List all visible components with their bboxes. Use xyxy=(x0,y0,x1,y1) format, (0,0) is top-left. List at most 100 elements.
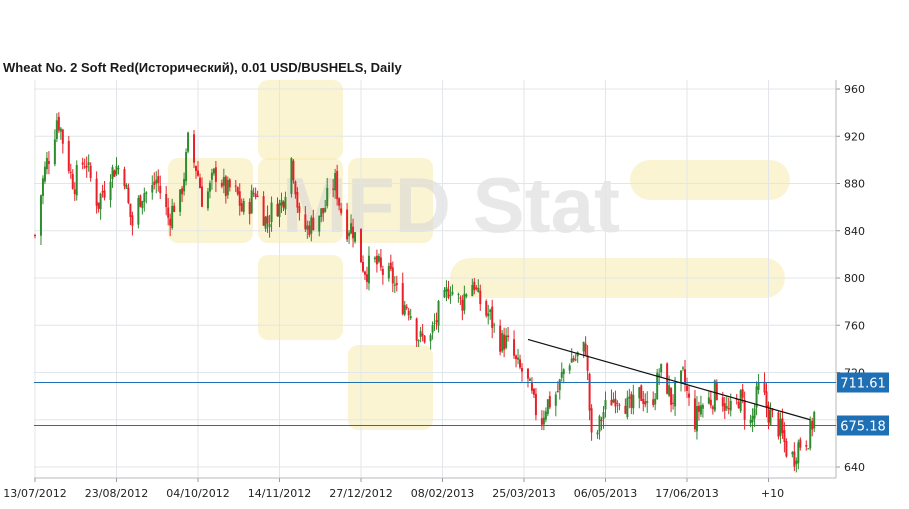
candle-body xyxy=(101,191,104,193)
candle-body xyxy=(769,410,772,425)
candle-body xyxy=(515,355,518,360)
candle-body xyxy=(687,393,690,398)
candle-body xyxy=(419,331,422,338)
candle-body xyxy=(477,288,480,292)
candle-body xyxy=(367,255,370,284)
candle-body xyxy=(238,191,241,206)
candle-body xyxy=(489,309,492,313)
candle-body xyxy=(598,416,601,432)
candle-body xyxy=(521,368,524,372)
candle-body xyxy=(95,178,98,206)
candle-body xyxy=(379,257,382,268)
candle-body xyxy=(568,365,571,371)
x-tick-label: 17/06/2013 xyxy=(655,487,718,500)
y-tick-label: 760 xyxy=(844,319,865,332)
candle-body xyxy=(503,334,506,350)
watermark-bar xyxy=(630,160,790,200)
candle-body xyxy=(642,399,645,404)
candle-body xyxy=(668,385,671,396)
candle-body xyxy=(753,408,756,419)
x-tick-label: +10 xyxy=(761,487,784,500)
candle-body xyxy=(338,198,341,206)
candle-body xyxy=(266,215,269,224)
candle-body xyxy=(461,299,464,311)
candle-body xyxy=(618,404,621,406)
candle-body xyxy=(435,320,438,323)
candle-body xyxy=(193,134,196,163)
candle-body xyxy=(530,382,533,391)
candle-body xyxy=(373,257,376,260)
candle-body xyxy=(805,445,808,447)
candle-body xyxy=(375,255,378,265)
x-tick-label: 25/03/2013 xyxy=(492,487,555,500)
candle-body xyxy=(471,284,474,297)
watermark-block xyxy=(258,80,343,160)
candle-body xyxy=(282,201,285,208)
candle-body xyxy=(526,368,529,379)
watermark: MFD Stat xyxy=(168,80,790,430)
candle-body xyxy=(145,192,148,194)
candle-body xyxy=(729,400,732,411)
candle-body xyxy=(695,406,698,432)
candle-body xyxy=(783,430,786,443)
candle-body xyxy=(795,460,798,465)
candle-body xyxy=(548,396,551,408)
candle-body xyxy=(310,217,313,234)
candle-body xyxy=(137,198,140,225)
candle-body xyxy=(73,189,76,195)
candle-body xyxy=(721,397,724,407)
candle-body xyxy=(415,318,418,341)
candle-body xyxy=(574,359,577,361)
candle-body xyxy=(528,378,531,381)
candle-body xyxy=(715,382,718,400)
candle-body xyxy=(292,160,295,181)
level-label-box xyxy=(837,415,889,436)
candle-body xyxy=(493,324,496,326)
candle-body xyxy=(208,182,211,192)
candle-body xyxy=(799,439,802,448)
candle-body xyxy=(352,226,355,239)
gridlines xyxy=(34,80,836,478)
candle-body xyxy=(674,382,677,407)
candle-body xyxy=(707,397,710,404)
candle-body xyxy=(117,168,120,170)
candle-body xyxy=(113,170,116,177)
x-tick-label: 23/08/2012 xyxy=(85,487,148,500)
candle-body xyxy=(652,399,655,405)
candle-body xyxy=(393,284,396,286)
candle-body xyxy=(791,452,794,455)
candle-body xyxy=(127,187,130,203)
candle-body xyxy=(304,214,307,230)
candle-body xyxy=(765,391,768,408)
candle-body xyxy=(534,393,537,416)
candle-body xyxy=(409,316,412,319)
candle-body xyxy=(395,283,398,286)
candle-body xyxy=(171,205,174,229)
candle-body xyxy=(55,120,58,140)
candle-body xyxy=(699,405,702,415)
candle-body xyxy=(473,281,476,291)
candle-body xyxy=(224,176,227,197)
candle-body xyxy=(185,152,188,182)
candle-body xyxy=(57,116,60,131)
candle-body xyxy=(167,207,170,218)
y-tick-label: 920 xyxy=(844,130,865,143)
candle-body xyxy=(115,166,118,175)
candle-body xyxy=(187,132,190,152)
candle-body xyxy=(401,283,404,315)
candle-body xyxy=(532,388,535,395)
candle-body xyxy=(389,262,392,269)
candle-body xyxy=(693,398,696,430)
candle-body xyxy=(610,399,613,406)
candle-body xyxy=(324,208,327,212)
candle-body xyxy=(407,310,410,316)
candle-body xyxy=(725,406,728,409)
candle-body xyxy=(423,335,426,343)
trendline xyxy=(527,338,811,421)
candle-body xyxy=(59,128,62,132)
candle-body xyxy=(463,293,466,311)
candle-body xyxy=(387,266,390,279)
candle-body xyxy=(630,394,633,408)
candles xyxy=(34,112,816,473)
candle-body xyxy=(278,202,281,218)
